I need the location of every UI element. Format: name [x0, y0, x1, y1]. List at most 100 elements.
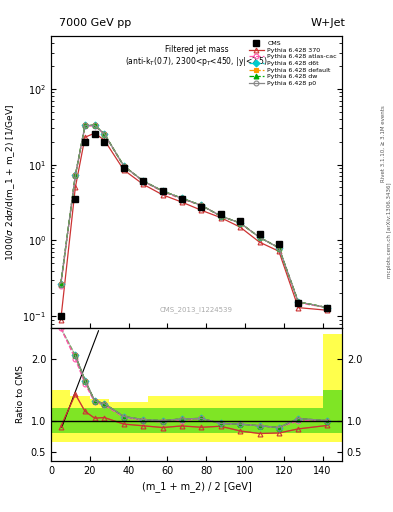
Pythia 6.428 370	[121, 167, 126, 173]
Pythia 6.428 d6t	[180, 195, 184, 201]
Pythia 6.428 p0	[121, 163, 126, 169]
Pythia 6.428 default	[238, 220, 242, 226]
Text: W+Jet: W+Jet	[311, 18, 346, 28]
CMS	[59, 313, 63, 319]
Text: CMS_2013_I1224539: CMS_2013_I1224539	[160, 307, 233, 313]
Pythia 6.428 p0	[141, 178, 145, 184]
Pythia 6.428 370	[141, 181, 145, 187]
Pythia 6.428 p0	[92, 122, 97, 129]
Pythia 6.428 p0	[83, 122, 87, 129]
Pythia 6.428 atlas-cac	[121, 163, 126, 169]
Pythia 6.428 370	[102, 137, 107, 143]
Pythia 6.428 370	[325, 307, 330, 313]
Pythia 6.428 d6t	[257, 234, 262, 240]
Pythia 6.428 p0	[73, 173, 78, 179]
Pythia 6.428 atlas-cac	[325, 305, 330, 311]
Pythia 6.428 default	[296, 299, 301, 305]
Pythia 6.428 default	[92, 122, 97, 129]
CMS	[92, 132, 97, 138]
Pythia 6.428 d6t	[102, 131, 107, 137]
Pythia 6.428 d6t	[73, 173, 78, 179]
Pythia 6.428 dw	[199, 202, 204, 208]
CMS	[219, 211, 223, 218]
Pythia 6.428 atlas-cac	[180, 196, 184, 202]
Pythia 6.428 370	[160, 191, 165, 198]
Pythia 6.428 default	[257, 234, 262, 240]
Pythia 6.428 dw	[238, 220, 242, 226]
Line: CMS: CMS	[58, 132, 330, 319]
CMS	[199, 203, 204, 209]
CMS	[102, 139, 107, 145]
Line: Pythia 6.428 d6t: Pythia 6.428 d6t	[58, 123, 330, 310]
Pythia 6.428 atlas-cac	[59, 283, 63, 289]
Pythia 6.428 dw	[59, 281, 63, 287]
Pythia 6.428 370	[83, 134, 87, 140]
Text: Rivet 3.1.10, ≥ 3.1M events: Rivet 3.1.10, ≥ 3.1M events	[381, 105, 386, 182]
Pythia 6.428 d6t	[121, 163, 126, 169]
Pythia 6.428 dw	[180, 195, 184, 201]
CMS	[257, 231, 262, 238]
Pythia 6.428 d6t	[238, 220, 242, 226]
Line: Pythia 6.428 370: Pythia 6.428 370	[58, 131, 330, 322]
Pythia 6.428 p0	[160, 188, 165, 194]
Pythia 6.428 default	[121, 163, 126, 169]
CMS	[325, 305, 330, 311]
Pythia 6.428 370	[296, 305, 301, 311]
Pythia 6.428 d6t	[160, 188, 165, 194]
Pythia 6.428 dw	[121, 163, 126, 169]
Pythia 6.428 dw	[277, 245, 281, 251]
Legend: CMS, Pythia 6.428 370, Pythia 6.428 atlas-cac, Pythia 6.428 d6t, Pythia 6.428 de: CMS, Pythia 6.428 370, Pythia 6.428 atla…	[247, 39, 339, 88]
Pythia 6.428 p0	[277, 245, 281, 251]
Pythia 6.428 dw	[141, 178, 145, 184]
Text: mcplots.cern.ch [arXiv:1306.3436]: mcplots.cern.ch [arXiv:1306.3436]	[387, 183, 391, 278]
Pythia 6.428 atlas-cac	[296, 300, 301, 306]
Pythia 6.428 p0	[325, 305, 330, 311]
Pythia 6.428 dw	[219, 213, 223, 219]
Pythia 6.428 atlas-cac	[160, 188, 165, 195]
Pythia 6.428 atlas-cac	[83, 123, 87, 130]
Pythia 6.428 dw	[296, 299, 301, 305]
Pythia 6.428 p0	[59, 281, 63, 287]
Pythia 6.428 d6t	[59, 281, 63, 287]
Pythia 6.428 370	[257, 239, 262, 245]
Pythia 6.428 370	[180, 199, 184, 205]
Pythia 6.428 p0	[296, 299, 301, 305]
CMS	[160, 188, 165, 194]
Y-axis label: Ratio to CMS: Ratio to CMS	[16, 366, 25, 423]
Pythia 6.428 default	[180, 195, 184, 201]
Pythia 6.428 dw	[73, 173, 78, 179]
Pythia 6.428 p0	[180, 195, 184, 201]
Pythia 6.428 p0	[102, 131, 107, 137]
Pythia 6.428 dw	[160, 188, 165, 194]
Pythia 6.428 atlas-cac	[199, 202, 204, 208]
Pythia 6.428 370	[92, 130, 97, 136]
Pythia 6.428 dw	[102, 131, 107, 137]
X-axis label: (m_1 + m_2) / 2 [GeV]: (m_1 + m_2) / 2 [GeV]	[141, 481, 252, 492]
Pythia 6.428 dw	[92, 122, 97, 129]
Pythia 6.428 d6t	[219, 213, 223, 219]
Pythia 6.428 p0	[199, 202, 204, 208]
Pythia 6.428 atlas-cac	[238, 220, 242, 226]
Pythia 6.428 default	[102, 131, 107, 137]
Pythia 6.428 dw	[83, 122, 87, 129]
Line: Pythia 6.428 default: Pythia 6.428 default	[58, 123, 330, 310]
Pythia 6.428 default	[83, 122, 87, 129]
Pythia 6.428 d6t	[325, 305, 330, 311]
Pythia 6.428 atlas-cac	[73, 173, 78, 179]
CMS	[296, 300, 301, 306]
CMS	[180, 196, 184, 202]
Text: Filtered jet mass
(anti-k$_T$(0.7), 2300<p$_T$<450, |y|<2.5): Filtered jet mass (anti-k$_T$(0.7), 2300…	[125, 45, 268, 69]
CMS	[73, 196, 78, 202]
Pythia 6.428 default	[59, 281, 63, 287]
Pythia 6.428 p0	[219, 213, 223, 219]
Pythia 6.428 dw	[325, 305, 330, 311]
Pythia 6.428 370	[238, 224, 242, 230]
Pythia 6.428 atlas-cac	[219, 213, 223, 219]
Text: 7000 GeV pp: 7000 GeV pp	[59, 18, 131, 28]
Pythia 6.428 d6t	[92, 122, 97, 129]
Line: Pythia 6.428 dw: Pythia 6.428 dw	[58, 123, 330, 310]
Pythia 6.428 default	[219, 213, 223, 219]
Pythia 6.428 default	[141, 178, 145, 184]
Pythia 6.428 370	[277, 248, 281, 254]
Pythia 6.428 default	[199, 202, 204, 208]
